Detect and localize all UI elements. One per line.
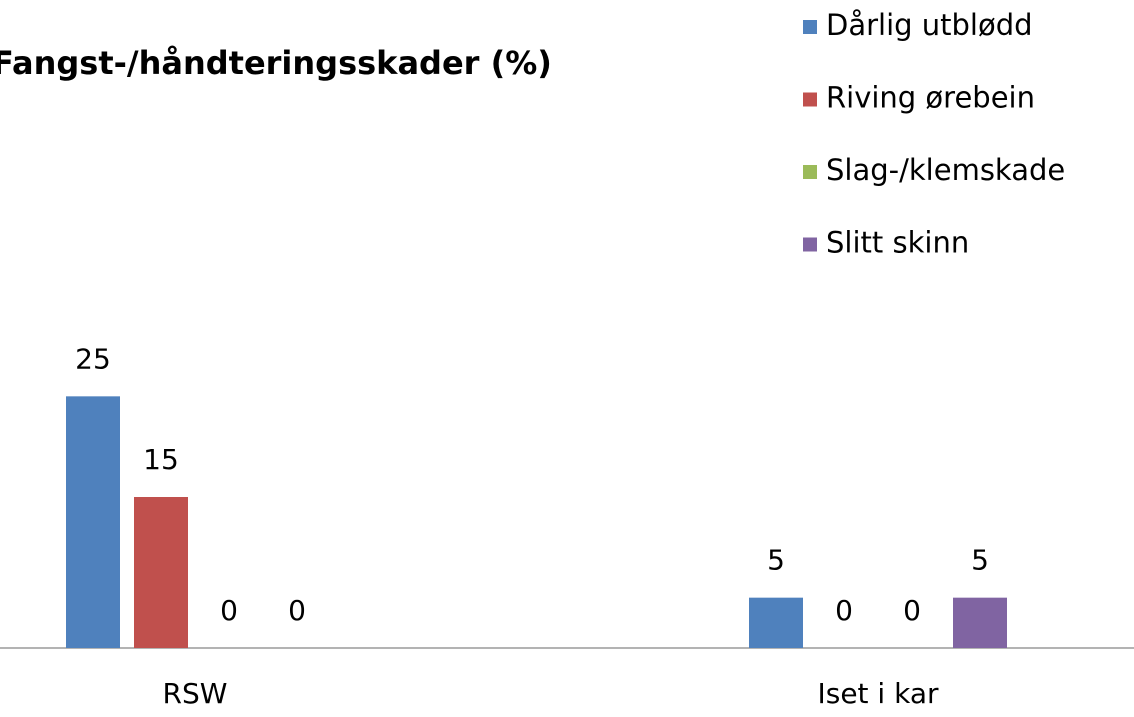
x-tick-label: RSW	[163, 677, 228, 710]
data-label: 0	[288, 594, 306, 627]
data-label: 0	[220, 594, 238, 627]
legend-swatch	[803, 92, 817, 107]
data-label: 0	[903, 594, 921, 627]
x-tick-label: Iset i kar	[817, 677, 939, 710]
legend-swatch	[803, 20, 817, 34]
legend-label: Riving ørebein	[826, 81, 1035, 115]
bar	[134, 497, 188, 648]
bar	[749, 597, 803, 648]
bar	[66, 396, 120, 648]
legend-swatch	[803, 237, 817, 252]
data-label: 25	[75, 342, 111, 375]
data-label: 0	[835, 594, 853, 627]
data-label: 5	[767, 544, 785, 577]
chart-title: Fangst-/håndteringsskader (%)	[0, 44, 552, 82]
legend-label: Slag-/klemskade	[826, 153, 1065, 187]
data-label: 5	[971, 544, 989, 577]
legend-label: Slitt skinn	[826, 226, 969, 260]
legend-label: Dårlig utblødd	[826, 8, 1033, 42]
bar	[953, 597, 1007, 648]
data-label: 15	[143, 443, 179, 476]
legend-swatch	[803, 165, 817, 179]
